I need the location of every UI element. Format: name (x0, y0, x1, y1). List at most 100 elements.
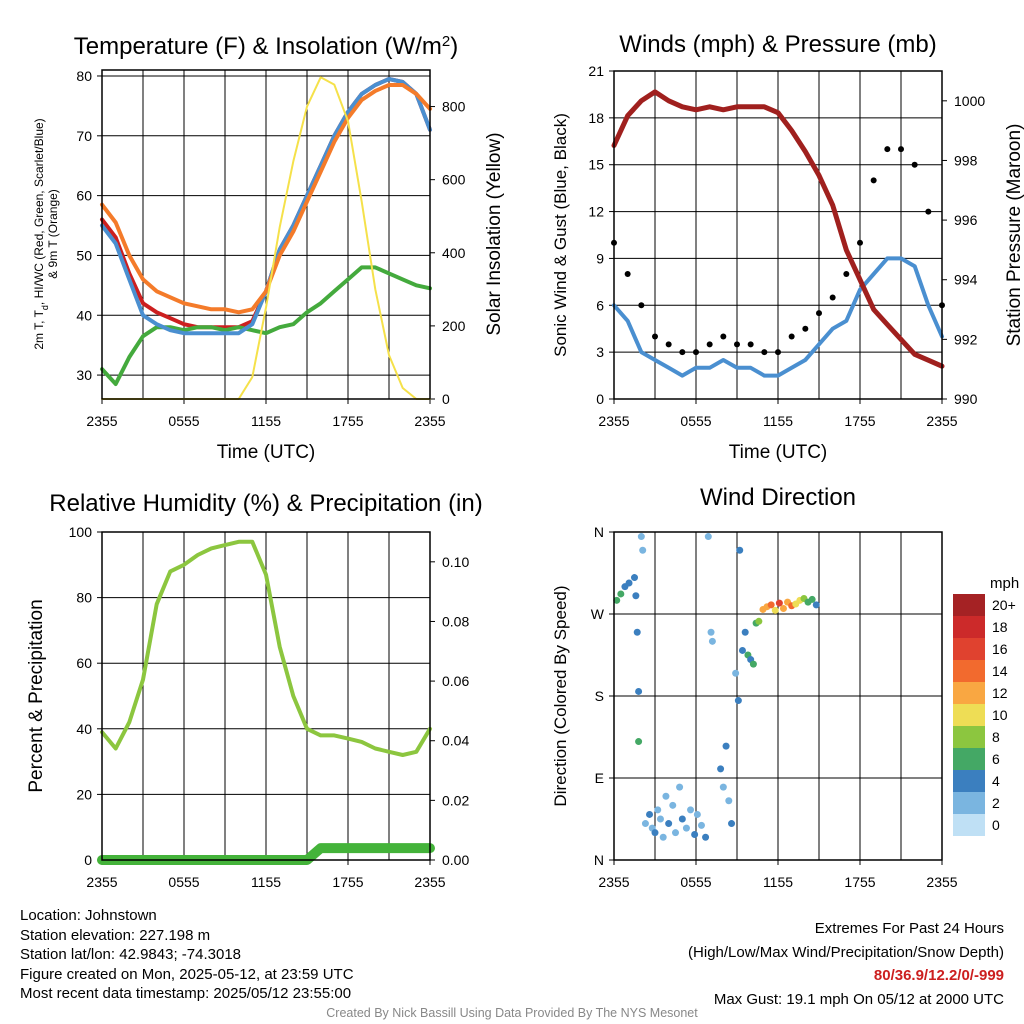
winds-ytick-right-label: 992 (954, 331, 978, 347)
gust-point (761, 349, 768, 356)
gust-point (802, 325, 809, 332)
extremes-values: 80/36.9/12.2/0/-999 (873, 967, 1004, 984)
rh-xtick-label: 0555 (168, 874, 199, 890)
wind-direction-point (708, 637, 716, 645)
rh-xtick-label: 1155 (251, 874, 281, 890)
winds-ytick-right-label: 1000 (954, 93, 985, 109)
wind-direction-point (669, 801, 677, 809)
station-location: Location: Johnstown (20, 907, 157, 924)
rh-ytick-label: 80 (76, 590, 92, 606)
sonic-wind-line (612, 256, 944, 378)
wind-direction-point (697, 821, 705, 829)
temperature-plot-area: 2355 0555 1155 1755 235530405060708002004006… (76, 68, 465, 429)
wind-direction-point (678, 815, 686, 823)
rh-ytick-label: 40 (76, 721, 92, 737)
station-pressure-line (611, 89, 945, 369)
winds-ytick-label: 15 (588, 157, 604, 173)
wind-direction-point (702, 833, 710, 841)
temperature-ylabel-2: & 9m T (Orange) (46, 189, 60, 279)
wind-direction-point (635, 687, 643, 695)
humidity-frame (101, 531, 431, 861)
temperature-title: Temperature (F) & Insolation (W/m2) (74, 33, 458, 61)
temp-ytick-label: 30 (76, 367, 92, 383)
winds-ytick-label: 18 (588, 110, 604, 126)
wdir-ytick-label: W (591, 606, 605, 622)
wind-direction-point (755, 617, 763, 625)
max-gust: Max Gust: 19.1 mph On 05/12 at 2000 UTC (713, 990, 1004, 1008)
wdir-xtick-label: 0555 (680, 874, 711, 890)
gust-point (747, 341, 754, 348)
colorbar-label: 12 (992, 685, 1008, 701)
wind-direction-point (738, 646, 746, 654)
station-latlon: Station lat/lon: 42.9843; -74.3018 (20, 946, 242, 963)
gust-point (652, 333, 658, 340)
wind-direction-point (639, 546, 647, 554)
winds-xtick-label: 2355 (598, 413, 629, 429)
wind-direction-panel: Wind Direction 2355 0555 1155 1755 2355 N E S W N… (551, 484, 1019, 890)
temp-xtick-label: 1755 (332, 413, 363, 429)
gust-point (734, 341, 740, 348)
temp-ytick-label: 60 (76, 188, 92, 204)
temp-ytick-label: 40 (76, 307, 92, 323)
temperature-ylabel: 2m T, Td, HI/WC (Red, Green, Scarlet/Blu… (32, 118, 50, 349)
wind-direction-point (631, 574, 638, 582)
temp-ytick-label: 50 (76, 247, 92, 263)
winds-panel: Winds (mph) & Pressure (mb) 2355 0555 1155… (551, 31, 1024, 463)
wind-direction-point (659, 833, 667, 841)
wind-direction-point (635, 738, 643, 746)
colorbar-swatch (953, 616, 985, 638)
wind-direction-point (641, 820, 649, 828)
wind-direction-point (676, 783, 684, 791)
winds-ytick-right-label: 990 (954, 391, 978, 407)
figure-created: Figure created on Mon, 2025-05-12, at 23… (20, 965, 354, 983)
temp-ytick-right-label: 400 (442, 245, 466, 261)
winds-ylabel-right: Station Pressure (Maroon) (1004, 124, 1024, 347)
winds-frame (613, 70, 943, 400)
rh-xtick-label: 2355 (86, 874, 117, 890)
temp-ytick-label: 80 (76, 68, 92, 84)
colorbar-label: 16 (992, 641, 1008, 657)
wind-direction-point (691, 830, 699, 838)
winds-ytick-right-label: 996 (954, 212, 978, 228)
rh-xtick-label: 1755 (332, 874, 363, 890)
colorbar-swatch (953, 770, 985, 792)
colorbar-swatch (953, 682, 985, 704)
humidity-title: Relative Humidity (%) & Precipitation (i… (49, 490, 482, 517)
temp-ytick-label: 70 (76, 128, 92, 144)
colorbar-title: mph (990, 575, 1019, 592)
gust-point (775, 349, 781, 356)
winds-xtick-label: 1755 (844, 413, 875, 429)
colorbar-label: 8 (992, 729, 1000, 745)
winds-xtick-label: 2355 (926, 413, 957, 429)
gust-point (857, 239, 863, 246)
wind-direction-point (736, 546, 744, 554)
winds-plot-area: 2355 0555 1155 1755 2355 0 3 6 9 12 15 18 21 990 992 99… (588, 63, 985, 429)
gust-point (898, 146, 904, 153)
colorbar-label: 6 (992, 751, 1000, 767)
wdir-ytick-label: N (594, 524, 604, 540)
wind-direction-point (741, 628, 749, 636)
gust-point (816, 310, 822, 317)
gust-point (693, 349, 699, 356)
temp-xtick-label: 1155 (251, 413, 281, 429)
colorbar-swatch (953, 594, 985, 616)
extremes-subtitle: (High/Low/Max Wind/Precipitation/Snow De… (688, 943, 1004, 961)
temp-ytick-right-label: 800 (442, 99, 466, 115)
extremes-title: Extremes For Past 24 Hours (814, 920, 1004, 937)
wind-direction-point (651, 829, 659, 837)
wdir-xtick-label: 1755 (844, 874, 875, 890)
rh-xtick-label: 2355 (414, 874, 445, 890)
winds-xtick-label: 0555 (680, 413, 711, 429)
winds-ylabel: Sonic Wind & Gust (Blue, Black) (551, 113, 570, 357)
wind-direction-frame (613, 531, 943, 861)
wdir-xtick-label: 2355 (598, 874, 629, 890)
wind-direction-point (672, 829, 679, 837)
wind-direction-point (704, 533, 712, 541)
wind-direction-point (693, 810, 701, 818)
wind-direction-point (719, 783, 727, 791)
wind-direction-point (767, 601, 775, 609)
rh-ytick-label: 60 (76, 655, 92, 671)
rh-ytick-right-label: 0.08 (442, 613, 469, 629)
temp-ytick-right-label: 0 (442, 391, 450, 407)
colorbar-label: 14 (992, 663, 1008, 679)
